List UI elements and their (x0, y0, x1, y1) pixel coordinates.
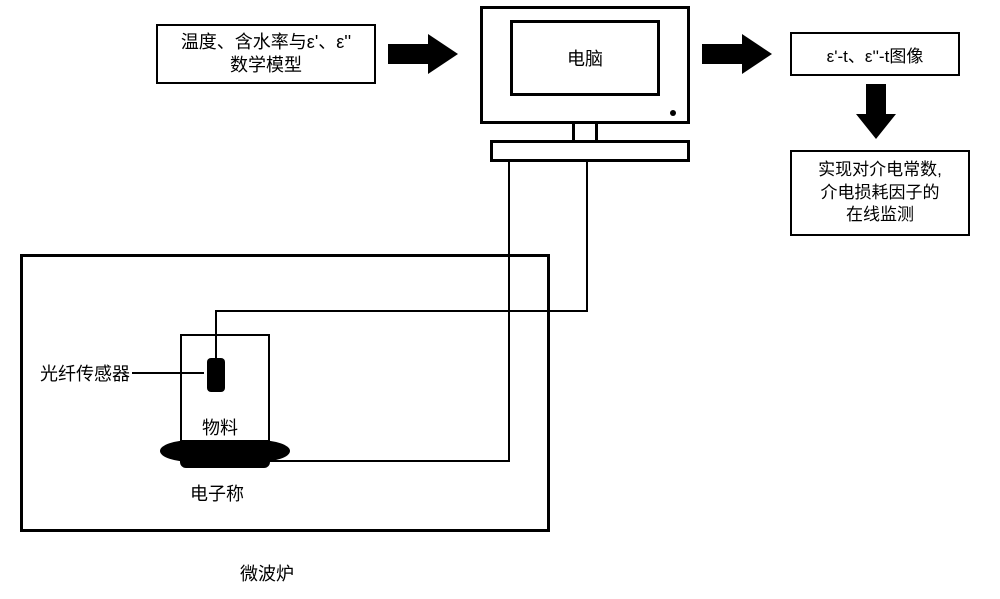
arrow-computer-to-output (702, 34, 782, 74)
arrow-output-to-result (856, 84, 896, 144)
computer-label: 电脑 (567, 45, 603, 71)
computer-stand (572, 124, 598, 140)
scale-base (180, 456, 270, 468)
sensor-label: 光纤传感器 (40, 360, 130, 386)
arrow-model-to-computer (388, 34, 468, 74)
output-box: ε'-t、ε''-t图像 (790, 32, 960, 76)
material-label: 物料 (202, 414, 238, 440)
microwave-label: 微波炉 (240, 560, 294, 586)
wire-vert-mid (586, 162, 588, 312)
power-led (670, 110, 676, 116)
fiber-sensor (207, 358, 225, 392)
model-box: 温度、含水率与ε'、ε'' 数学模型 (156, 24, 376, 84)
result-box: 实现对介电常数, 介电损耗因子的 在线监测 (790, 150, 970, 236)
computer-monitor-screen: 电脑 (510, 20, 660, 96)
computer-base (490, 140, 690, 162)
sensor-pointer (132, 372, 204, 374)
scale-label: 电子称 (190, 480, 244, 506)
microwave-box (20, 254, 550, 532)
